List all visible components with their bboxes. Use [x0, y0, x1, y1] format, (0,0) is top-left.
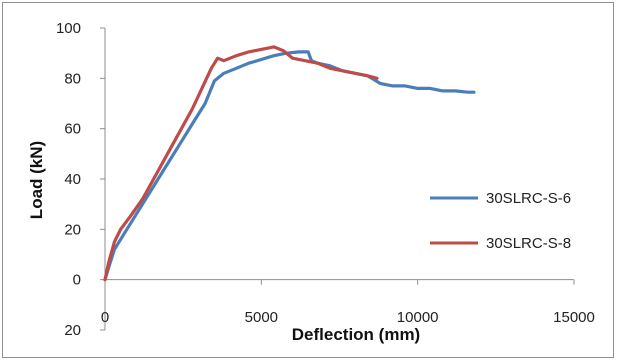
x-ticks: 0 5000 10000 15000: [101, 279, 595, 326]
y-tick-label: 0: [73, 272, 81, 289]
y-tick-label: 40: [64, 171, 81, 188]
x-tick-label: 5000: [245, 309, 278, 326]
axes: [104, 28, 574, 330]
y-tick-label: 100: [56, 20, 81, 37]
y-tick-label: 60: [64, 121, 81, 138]
legend: 30SLRC-S-6 30SLRC-S-8: [430, 190, 571, 252]
legend-label-1: 30SLRC-S-6: [486, 190, 571, 207]
series-layer: [103, 45, 476, 282]
y-tick-label: 20: [64, 322, 81, 339]
y-axis-title: Load (kN): [27, 141, 46, 219]
series-line-2: [103, 45, 379, 282]
x-tick-label: 0: [101, 309, 109, 326]
y-ticks: 20 0 20 40 60 80 100: [56, 20, 105, 339]
x-tick-label: 10000: [397, 309, 439, 326]
y-tick-label: 20: [64, 221, 81, 238]
legend-label-2: 30SLRC-S-8: [486, 235, 571, 252]
x-axis-title: Deflection (mm): [292, 325, 420, 344]
x-tick-label: 15000: [553, 309, 595, 326]
y-tick-label: 80: [64, 70, 81, 87]
